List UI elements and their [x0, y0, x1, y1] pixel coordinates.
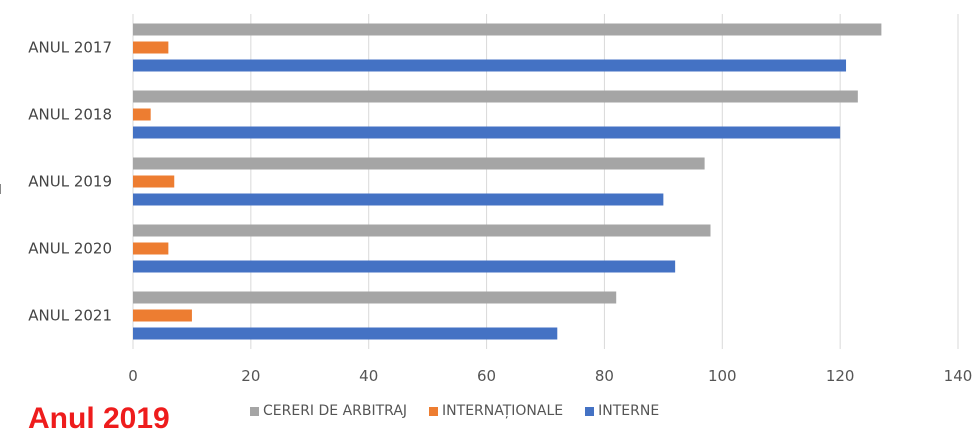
- legend-swatch: [585, 406, 595, 416]
- legend-swatch: [250, 406, 259, 416]
- bar: [133, 260, 676, 273]
- bar: [133, 59, 847, 72]
- bar: [133, 224, 711, 237]
- x-tick-label: 40: [359, 367, 378, 385]
- bar: [133, 108, 151, 121]
- x-tick-label: 0: [128, 367, 138, 385]
- bar: [133, 23, 882, 36]
- x-tick-label: 20: [241, 367, 260, 385]
- bar: [133, 309, 192, 322]
- legend: CERERI DE ARBITRAJ INTERNAȚIONALE INTERNE: [250, 401, 659, 421]
- y-category-label: ANUL 2017: [28, 39, 112, 57]
- bar: [133, 41, 169, 54]
- edge-mark: [0, 184, 1, 194]
- legend-item: INTERNE: [585, 403, 659, 419]
- bar: [133, 90, 858, 103]
- y-axis-labels: ANUL 2017 ANUL 2018 ANUL 2019 ANUL 2020 ANUL…: [28, 39, 112, 325]
- x-tick-label: 120: [826, 367, 855, 385]
- bars: [133, 23, 882, 340]
- legend-item: INTERNAȚIONALE: [429, 403, 563, 419]
- bar: [133, 175, 175, 188]
- legend-label: INTERNAȚIONALE: [442, 403, 564, 419]
- bar: [133, 291, 617, 304]
- legend-label: INTERNE: [598, 403, 660, 419]
- legend-item: CERERI DE ARBITRAJ: [250, 403, 407, 419]
- legend-label: CERERI DE ARBITRAJ: [263, 403, 408, 419]
- y-category-label: ANUL 2020: [28, 240, 112, 258]
- x-tick-label: 100: [708, 367, 737, 385]
- x-tick-label: 140: [944, 367, 973, 385]
- bar: [133, 327, 558, 340]
- x-axis-ticks: 0 20 40 60 80 100 120 140: [128, 367, 972, 385]
- y-category-label: ANUL 2021: [28, 307, 112, 325]
- overlay-red-text: Anul 2019: [28, 402, 170, 435]
- x-tick-label: 80: [595, 367, 614, 385]
- y-category-label: ANUL 2018: [28, 106, 112, 124]
- bar: [133, 157, 705, 170]
- y-category-label: ANUL 2019: [28, 173, 112, 191]
- x-tick-label: 60: [477, 367, 496, 385]
- bar: [133, 193, 664, 206]
- bar: [133, 242, 169, 255]
- legend-swatch: [429, 406, 439, 416]
- bar: [133, 126, 841, 139]
